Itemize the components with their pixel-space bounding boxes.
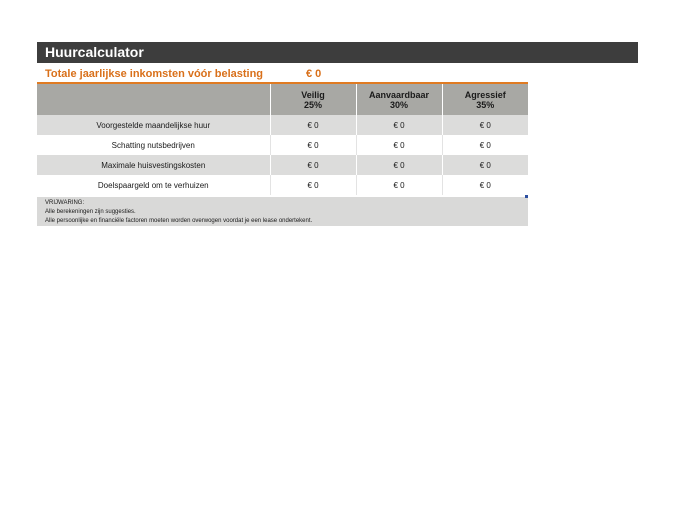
value-cell: € 0 bbox=[441, 135, 528, 155]
header-safe-label: Veilig bbox=[301, 89, 325, 100]
value-cell: € 0 bbox=[441, 115, 528, 135]
value-cell: € 0 bbox=[269, 175, 356, 195]
value-cell: € 0 bbox=[441, 175, 528, 195]
disclaimer-line-1: Alle berekeningen zijn suggesties. bbox=[45, 209, 136, 215]
header-aggressive-pct: 35% bbox=[476, 99, 495, 110]
table-row: Maximale huisvestingskosten € 0 € 0 € 0 bbox=[37, 155, 528, 175]
header-acceptable-pct: 30% bbox=[389, 99, 408, 110]
income-row: Totale jaarlijkse inkomsten vóór belasti… bbox=[37, 65, 528, 84]
header-aggressive-label: Agressief bbox=[464, 89, 506, 100]
row-label: Maximale huisvestingskosten bbox=[37, 155, 270, 175]
row-label: Schatting nutsbedrijven bbox=[37, 135, 270, 155]
disclaimer-line-2: Alle persoonlijke en financiële factoren… bbox=[45, 218, 313, 224]
row-label: Doelspaargeld om te verhuizen bbox=[37, 175, 270, 195]
value-cell: € 0 bbox=[355, 155, 442, 175]
header-safe-pct: 25% bbox=[303, 99, 322, 110]
cell-marker bbox=[525, 195, 528, 198]
income-value[interactable]: € 0 bbox=[306, 68, 322, 80]
table-header-row: Veilig 25% Aanvaardbaar 30% Agressief 35… bbox=[37, 84, 528, 115]
income-label: Totale jaarlijkse inkomsten vóór belasti… bbox=[45, 68, 264, 80]
value-cell: € 0 bbox=[355, 135, 442, 155]
value-cell: € 0 bbox=[355, 115, 442, 135]
value-cell: € 0 bbox=[269, 155, 356, 175]
rent-calculator-table: Veilig 25% Aanvaardbaar 30% Agressief 35… bbox=[37, 84, 528, 195]
value-cell: € 0 bbox=[269, 115, 356, 135]
header-acceptable-label: Aanvaardbaar bbox=[368, 89, 430, 100]
value-cell: € 0 bbox=[355, 175, 442, 195]
header-aggressive: Agressief 35% bbox=[441, 84, 528, 115]
disclaimer: VRIJWARING: Alle berekeningen zijn sugge… bbox=[37, 195, 528, 226]
row-label: Voorgestelde maandelijkse huur bbox=[37, 115, 270, 135]
value-cell: € 0 bbox=[441, 155, 528, 175]
table-row: Voorgestelde maandelijkse huur € 0 € 0 €… bbox=[37, 115, 528, 135]
header-acceptable: Aanvaardbaar 30% bbox=[355, 84, 442, 115]
disclaimer-heading: VRIJWARING: bbox=[45, 200, 85, 206]
value-cell: € 0 bbox=[269, 135, 356, 155]
table-row: Doelspaargeld om te verhuizen € 0 € 0 € … bbox=[37, 175, 528, 195]
table-row: Schatting nutsbedrijven € 0 € 0 € 0 bbox=[37, 135, 528, 155]
header-blank-cell bbox=[37, 84, 270, 115]
header-safe: Veilig 25% bbox=[269, 84, 356, 115]
page-title: Huurcalculator bbox=[37, 42, 638, 63]
